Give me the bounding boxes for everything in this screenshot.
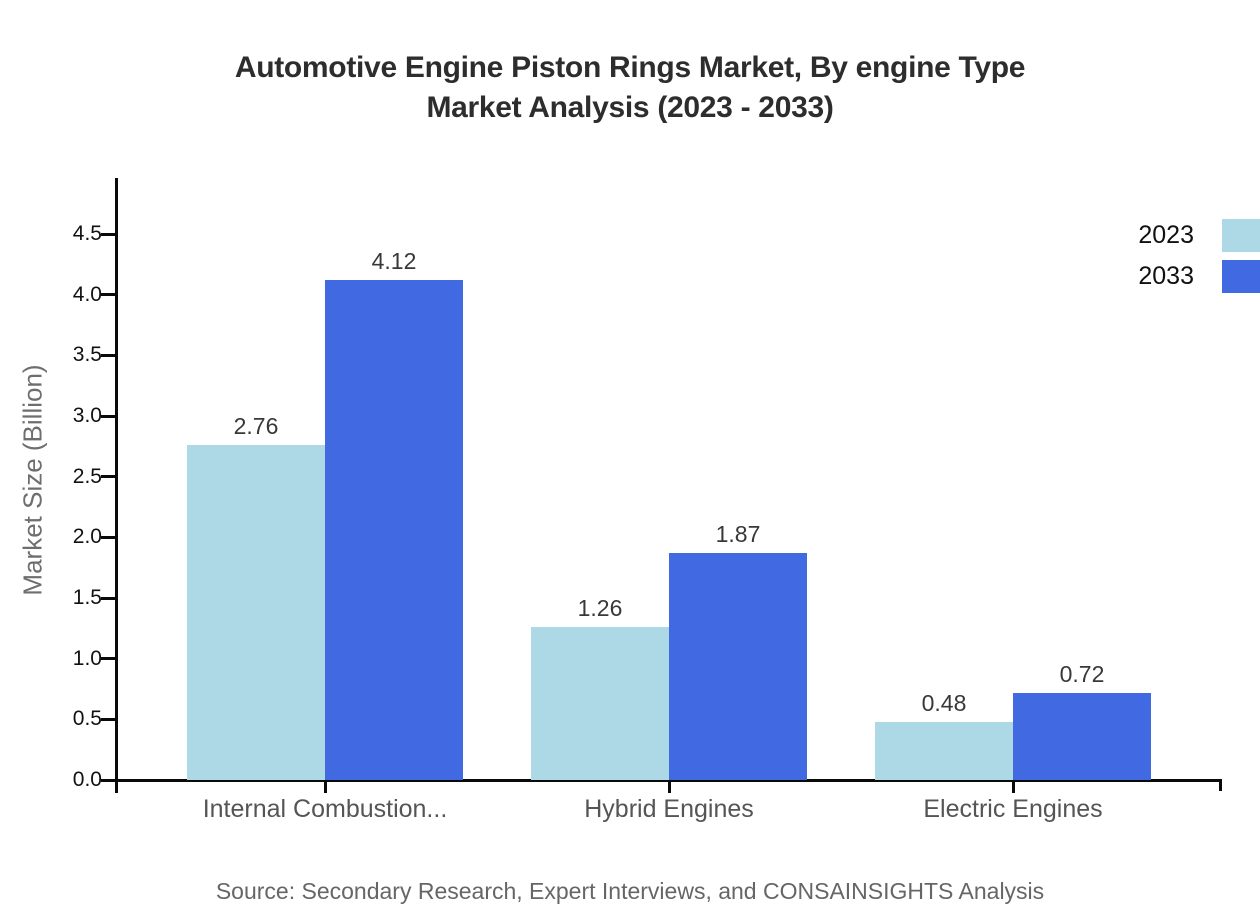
y-tick-label: 2.0 — [72, 525, 102, 549]
y-tick — [101, 535, 115, 539]
legend-swatch-icon — [1222, 260, 1260, 293]
bar-value-label: 1.26 — [577, 595, 623, 622]
y-tick — [101, 353, 115, 357]
y-tick — [101, 596, 115, 600]
bar-2023-1 — [531, 627, 669, 780]
x-tick — [323, 782, 327, 793]
y-tick-label: 3.5 — [72, 343, 102, 367]
bar-value-label: 0.72 — [1059, 660, 1105, 687]
legend-item-2023: 2023 — [1138, 219, 1260, 252]
legend: 2023 2033 — [1138, 219, 1260, 301]
bar-2033-2 — [1013, 692, 1151, 780]
bar-value-label: 2.76 — [233, 413, 279, 440]
y-tick — [101, 475, 115, 479]
y-tick-label: 4.0 — [72, 282, 102, 306]
legend-label: 2033 — [1138, 262, 1194, 290]
y-tick — [101, 232, 115, 236]
x-axis-end-tick — [1219, 780, 1222, 791]
y-tick — [101, 657, 115, 661]
x-category-label: Electric Engines — [923, 795, 1103, 823]
y-tick-label: 2.5 — [72, 464, 102, 488]
y-tick-label: 0.0 — [72, 768, 102, 791]
legend-swatch-icon — [1222, 219, 1260, 252]
bar-2033-0 — [325, 280, 463, 780]
legend-item-2033: 2033 — [1138, 260, 1260, 293]
y-tick — [101, 717, 115, 721]
x-category-label: Hybrid Engines — [584, 795, 754, 823]
chart-title: Automotive Engine Piston Rings Market, B… — [0, 48, 1260, 128]
bar-2033-1 — [669, 553, 807, 780]
y-tick-label: 3.0 — [72, 404, 102, 427]
bar-value-label: 4.12 — [371, 248, 417, 275]
y-tick — [101, 414, 115, 418]
y-tick — [101, 293, 115, 297]
y-tick-label: 1.5 — [72, 586, 102, 609]
y-tick-label: 0.5 — [72, 707, 102, 731]
x-axis-line — [117, 779, 1222, 782]
legend-label: 2023 — [1138, 221, 1194, 249]
bar-value-label: 0.48 — [921, 689, 967, 716]
y-tick-label: 1.0 — [72, 646, 102, 670]
x-tick — [667, 782, 671, 793]
bar-2023-0 — [187, 445, 325, 780]
x-category-label: Internal Combustion... — [202, 795, 448, 823]
y-tick — [101, 778, 115, 782]
bar-value-label: 1.87 — [715, 521, 761, 548]
bar-2023-2 — [875, 721, 1013, 780]
x-tick — [1011, 782, 1015, 793]
source-note: Source: Secondary Research, Expert Inter… — [215, 878, 1045, 904]
chart-title-line2: Market Analysis (2023 - 2033) — [426, 91, 834, 124]
y-tick-label: 4.5 — [72, 222, 102, 245]
y-axis-line — [115, 178, 118, 793]
chart-title-line1: Automotive Engine Piston Rings Market, B… — [234, 51, 1026, 84]
